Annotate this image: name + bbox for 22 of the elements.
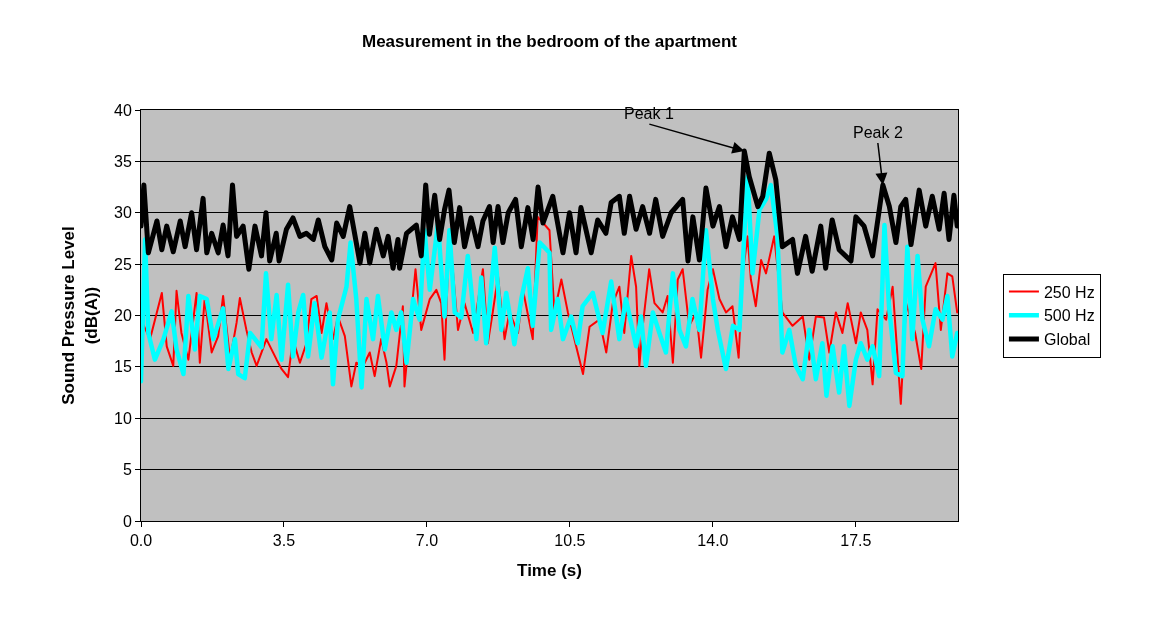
- x-tick-label: 10.5: [554, 532, 586, 550]
- x-tick-label: 14.0: [697, 532, 729, 550]
- y-tick-label: 0: [122, 512, 132, 530]
- y-tick-label: 20: [114, 307, 132, 325]
- annotation: Peak 2: [853, 124, 903, 141]
- legend-label: Global: [1043, 331, 1091, 349]
- y-tick-label: 40: [114, 101, 132, 119]
- y-tick-label: 30: [114, 204, 132, 222]
- y-tick-label: 25: [114, 255, 132, 273]
- y-axis-title: Sound Pressure Level (dB(A)): [59, 226, 101, 405]
- x-tick-label: 7.0: [415, 532, 439, 550]
- y-tick-label: 10: [114, 409, 132, 427]
- y-tick-label: 35: [114, 152, 132, 170]
- chart-title: Measurement in the bedroom of the apartment: [362, 31, 738, 51]
- legend-label: 500 Hz: [1043, 307, 1095, 325]
- x-tick-label: 3.5: [272, 532, 296, 550]
- x-axis-title: Time (s): [517, 560, 582, 580]
- x-tick-label: 0.0: [129, 532, 153, 550]
- y-tick-label: 5: [122, 461, 132, 479]
- x-tick-label: 17.5: [840, 532, 872, 550]
- legend-label: 250 Hz: [1043, 283, 1095, 301]
- y-tick-label: 15: [114, 358, 132, 376]
